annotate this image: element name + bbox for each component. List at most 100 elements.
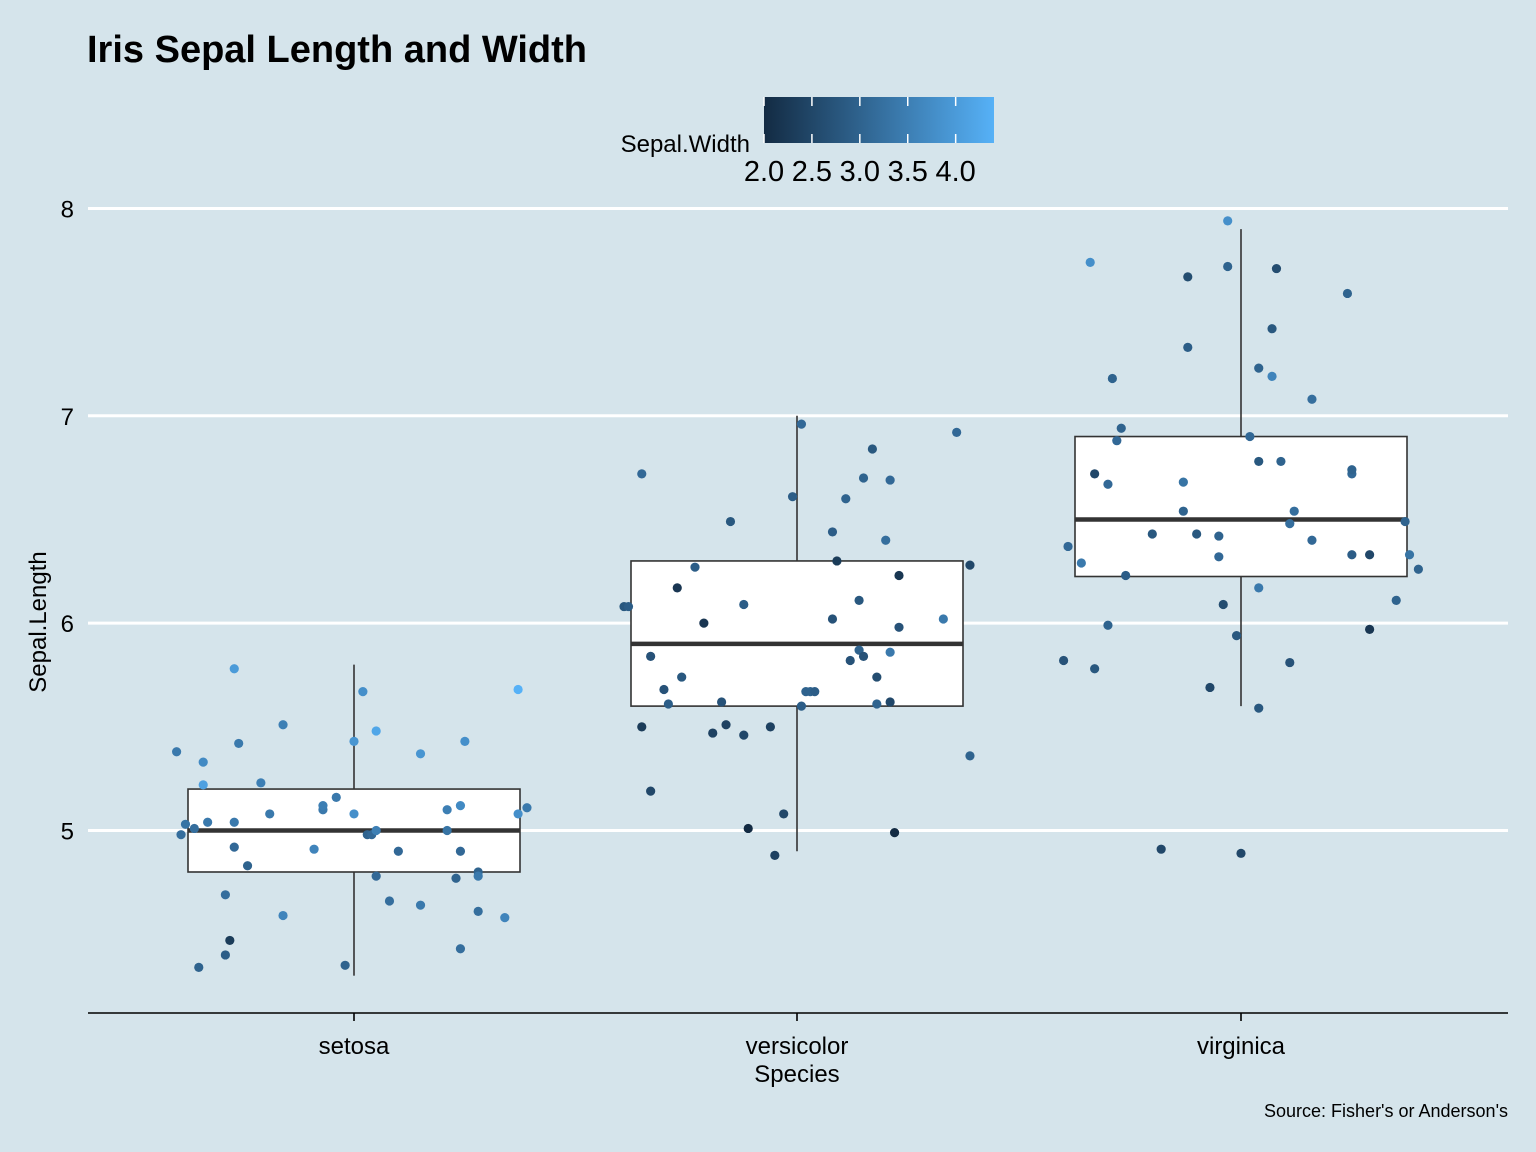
- data-point: [721, 720, 731, 730]
- data-point: [1183, 342, 1193, 352]
- y-tick-label: 5: [61, 819, 74, 846]
- data-point: [1365, 624, 1375, 634]
- data-point: [473, 906, 483, 916]
- data-point: [318, 801, 328, 811]
- data-point: [1223, 216, 1233, 226]
- data-point: [858, 651, 869, 661]
- data-point: [384, 896, 395, 906]
- data-point: [1342, 288, 1353, 299]
- y-tick-label: 7: [61, 404, 74, 431]
- data-point: [637, 469, 647, 479]
- data-point: [867, 444, 877, 454]
- legend-tick-label: 2.5: [792, 156, 832, 188]
- data-point: [810, 686, 820, 697]
- data-point: [415, 749, 426, 759]
- legend-colorbar: [764, 97, 994, 143]
- data-point: [278, 910, 288, 921]
- data-point: [938, 614, 948, 624]
- data-point: [1400, 516, 1410, 527]
- data-point: [1285, 519, 1295, 529]
- box-versicolor: [630, 560, 964, 707]
- data-point: [646, 651, 656, 661]
- data-point: [455, 846, 466, 856]
- data-point: [1103, 620, 1113, 630]
- data-point: [198, 757, 208, 767]
- data-point: [1147, 529, 1157, 539]
- data-point: [1307, 394, 1317, 404]
- data-point: [1090, 469, 1100, 479]
- data-point: [415, 900, 426, 910]
- data-point: [203, 817, 213, 827]
- data-point: [500, 913, 510, 923]
- legend-tick-label: 4.0: [936, 156, 976, 188]
- data-point: [1245, 431, 1255, 442]
- data-point: [885, 697, 895, 707]
- data-point: [234, 738, 244, 749]
- legend-tick-label: 3.5: [888, 156, 928, 188]
- data-point: [637, 722, 647, 732]
- data-point: [1267, 324, 1277, 334]
- data-point: [220, 950, 230, 960]
- x-tick-label: versicolor: [746, 1033, 849, 1060]
- data-point: [1276, 456, 1286, 467]
- data-point: [1365, 550, 1375, 560]
- data-point: [1090, 664, 1100, 674]
- data-point: [1347, 465, 1357, 475]
- data-point: [194, 962, 204, 972]
- data-point: [172, 747, 182, 757]
- data-point: [1307, 535, 1317, 545]
- data-point: [1107, 373, 1117, 384]
- data-point: [881, 535, 891, 545]
- data-point: [1059, 655, 1069, 666]
- y-tick-label: 6: [61, 611, 74, 638]
- data-point: [1236, 848, 1246, 858]
- data-point: [779, 809, 789, 819]
- data-point: [1063, 541, 1073, 552]
- data-point: [265, 809, 275, 819]
- data-point: [242, 861, 253, 871]
- box-virginica: [1074, 435, 1408, 578]
- data-point: [965, 751, 975, 761]
- data-point: [1254, 703, 1264, 713]
- legend-tick-label: 2.0: [744, 156, 784, 188]
- data-point: [358, 686, 368, 697]
- data-point: [393, 846, 403, 856]
- data-point: [1156, 844, 1166, 854]
- data-point: [1183, 272, 1193, 282]
- data-point: [1223, 261, 1233, 272]
- chart-caption: Source: Fisher's or Anderson's: [1264, 1101, 1508, 1121]
- data-point: [371, 825, 381, 836]
- data-point: [371, 726, 381, 736]
- data-point: [180, 819, 191, 829]
- data-point: [659, 684, 669, 695]
- data-point: [1254, 363, 1264, 373]
- data-point: [894, 570, 904, 581]
- data-point: [451, 873, 461, 883]
- data-point: [1112, 436, 1122, 446]
- data-point: [1231, 631, 1242, 641]
- data-point: [743, 823, 753, 834]
- data-point: [1218, 599, 1228, 610]
- data-point: [885, 475, 895, 485]
- data-point: [872, 699, 882, 709]
- data-point: [371, 871, 381, 881]
- y-axis-label: Sepal.Length: [25, 551, 52, 692]
- data-point: [717, 697, 727, 707]
- data-point: [198, 780, 208, 790]
- data-point: [1214, 552, 1224, 562]
- data-point: [229, 664, 239, 674]
- y-tick-label: 8: [61, 196, 74, 223]
- data-point: [708, 728, 718, 738]
- data-point: [739, 599, 749, 610]
- data-point: [770, 850, 780, 861]
- data-point: [1116, 423, 1126, 433]
- data-point: [663, 699, 673, 709]
- x-tick-label: setosa: [319, 1033, 390, 1060]
- data-point: [522, 803, 532, 813]
- data-point: [672, 583, 682, 593]
- chart-title: Iris Sepal Length and Width: [87, 29, 587, 71]
- data-point: [787, 492, 798, 502]
- data-point: [256, 778, 266, 788]
- data-point: [1254, 456, 1264, 467]
